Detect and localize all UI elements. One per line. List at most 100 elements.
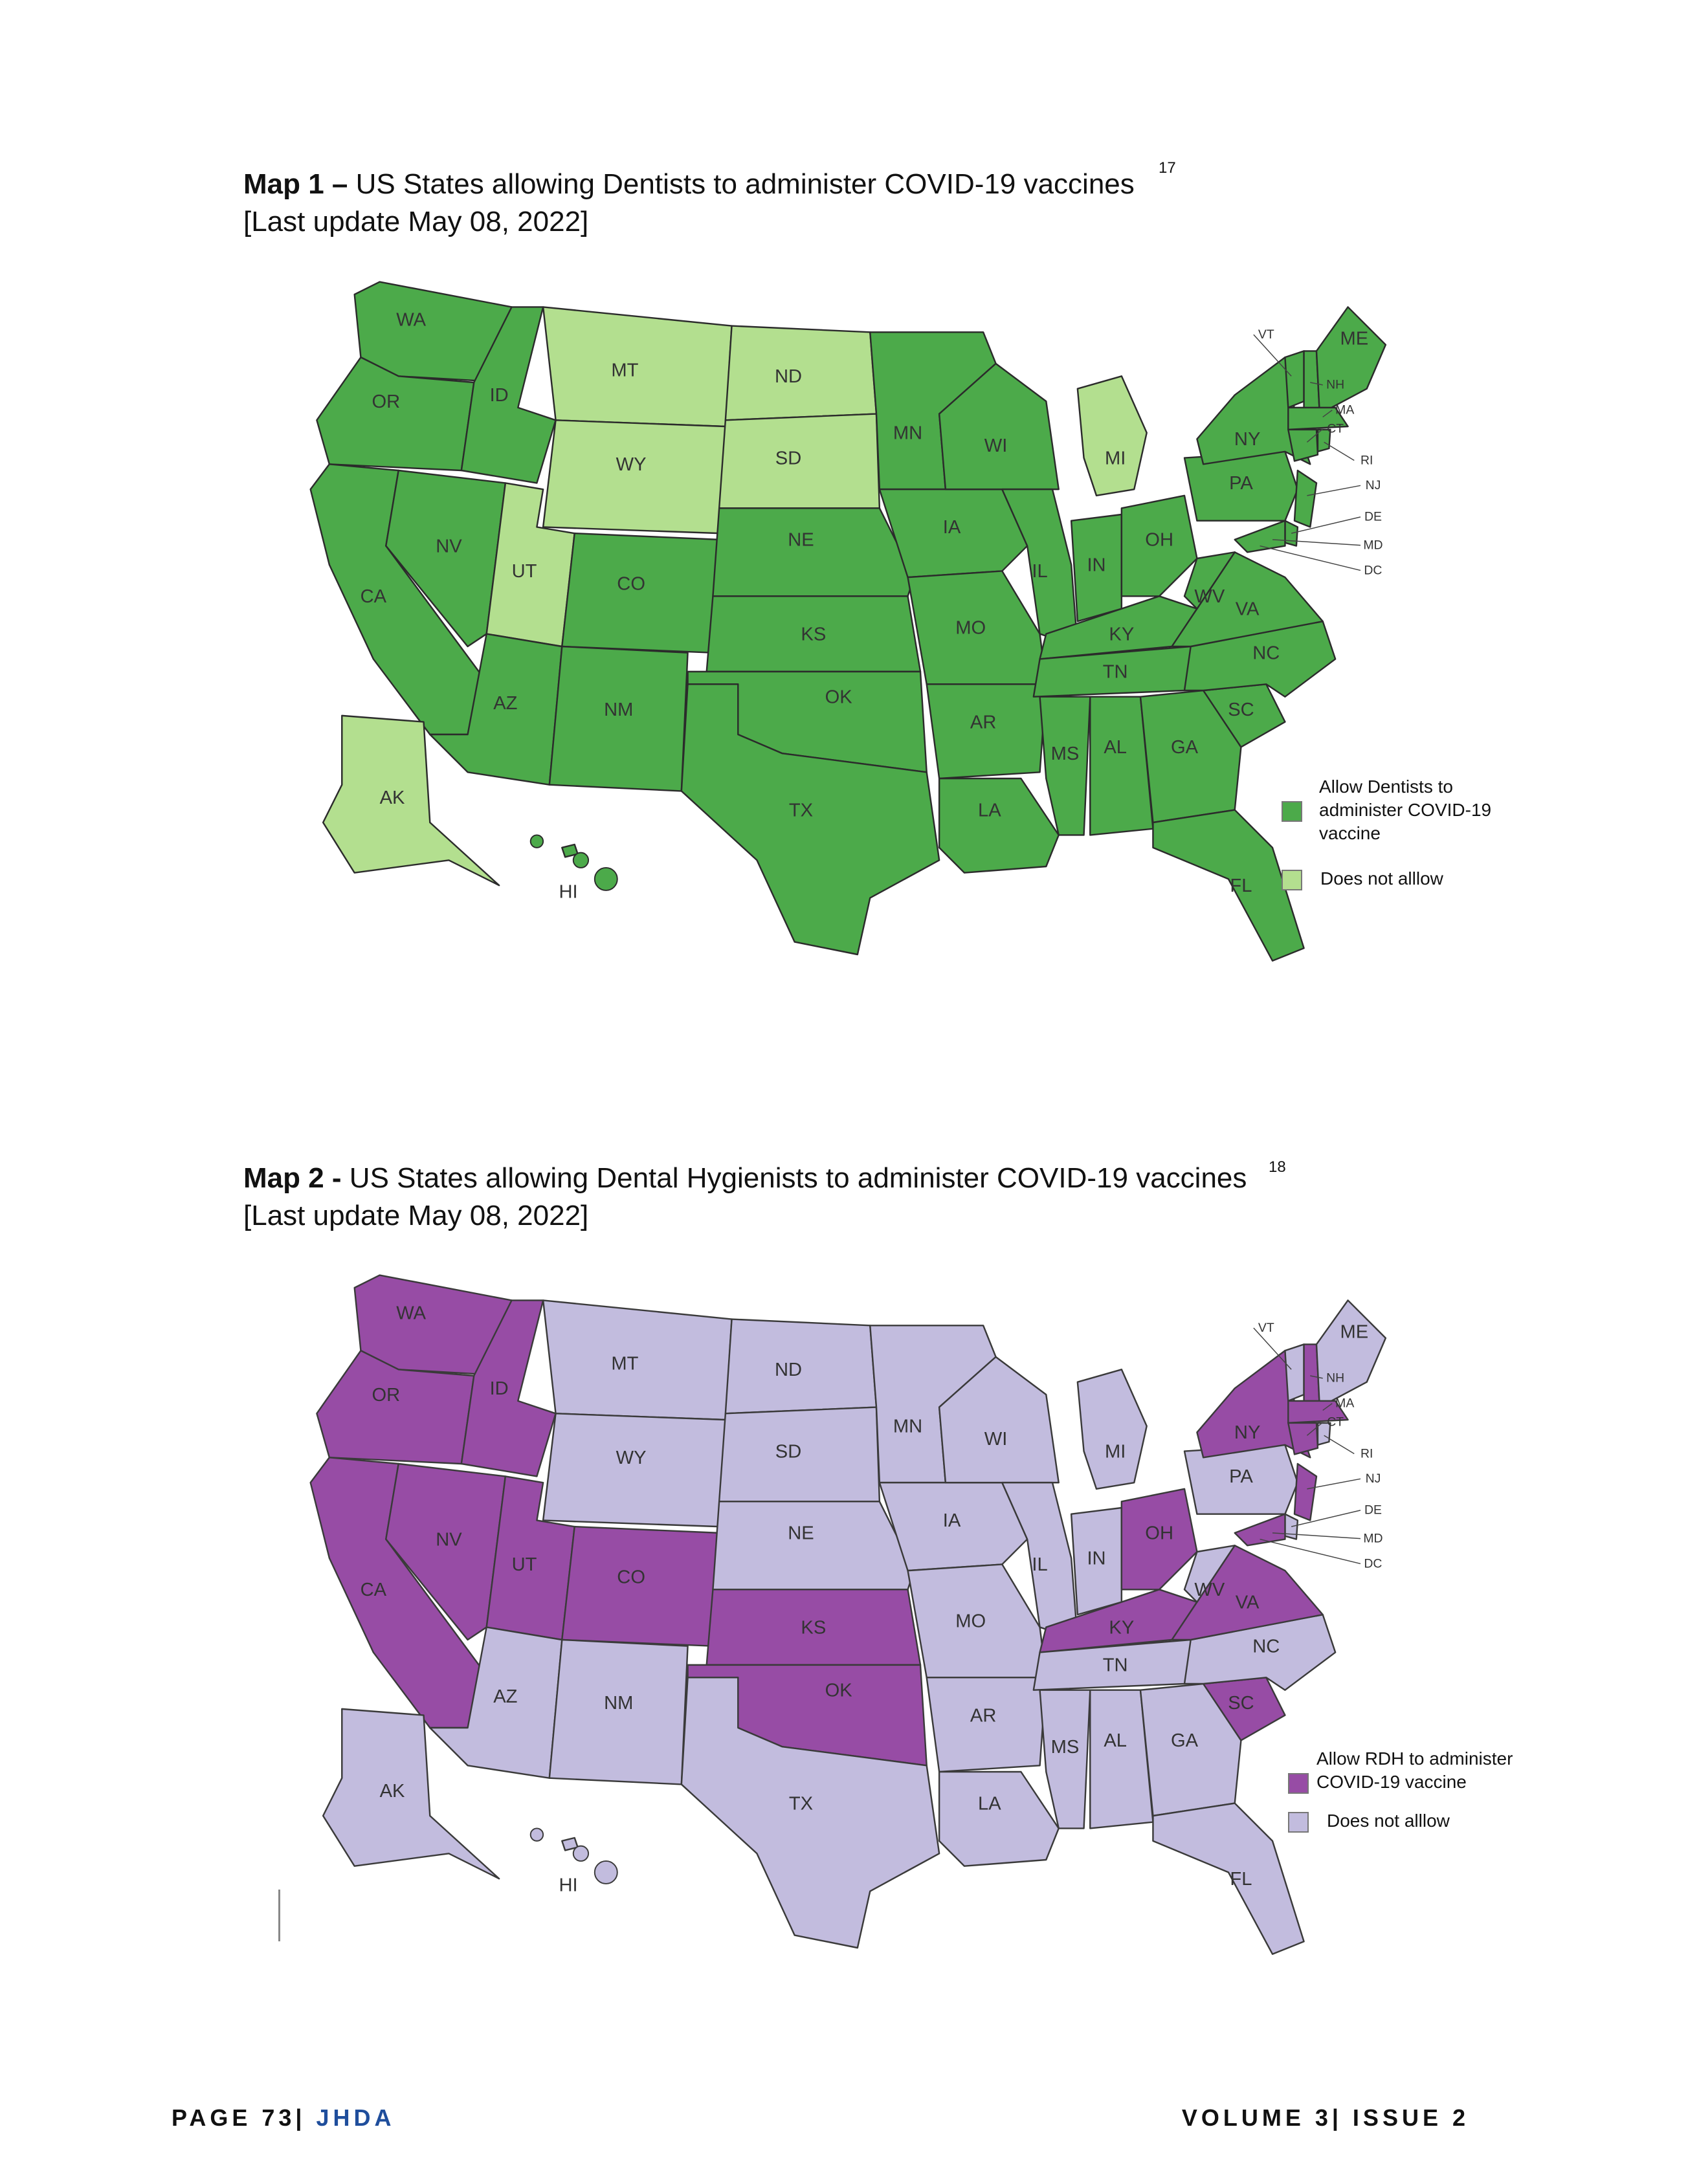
- footer-left: PAGE 73| JHDA: [172, 2104, 395, 2132]
- map1-label-fl: FL: [1230, 876, 1252, 896]
- map2-callout-nj: NJ: [1366, 1472, 1381, 1486]
- map2-callout-line-nh: [1310, 1375, 1323, 1379]
- map2-label-ut: UT: [512, 1554, 537, 1575]
- map1-label-mt: MT: [611, 360, 638, 381]
- map1-state-fl: [1152, 809, 1305, 962]
- map1-caption-text: US States allowing Dentists to administe…: [348, 168, 1135, 200]
- map2-label-ks: KS: [801, 1617, 826, 1638]
- map2-label-la: LA: [978, 1793, 1001, 1814]
- map2-label-tx: TX: [789, 1793, 813, 1814]
- map1-label-il: IL: [1032, 561, 1047, 582]
- map2-label-mn: MN: [893, 1416, 922, 1437]
- map1-label-ga: GA: [1171, 737, 1199, 758]
- map1-label-tx: TX: [789, 800, 813, 821]
- map2-label-ar: AR: [970, 1705, 996, 1726]
- map1-callout-ri: RI: [1360, 453, 1373, 467]
- map1-label-ut: UT: [512, 561, 537, 582]
- map2-label-oh: OH: [1145, 1523, 1173, 1544]
- map1-callout-line-vt: [1253, 334, 1292, 377]
- map1-callout-line-md: [1272, 539, 1361, 546]
- map1-label-nd: ND: [775, 366, 802, 387]
- map2-state-la: [938, 1770, 1060, 1867]
- map1-label-hi: HI: [559, 882, 577, 903]
- map2-callout-nh: NH: [1326, 1371, 1344, 1385]
- map1-state-ne: [712, 507, 915, 597]
- map1-callout-dc: DC: [1364, 563, 1382, 577]
- map2-callout-line-dc: [1260, 1538, 1361, 1565]
- map2-legend-allow-swatch: [1288, 1773, 1309, 1794]
- map2-label-nm: NM: [604, 1693, 633, 1714]
- map1-label-mo: MO: [955, 618, 986, 639]
- map1-label-ks: KS: [801, 624, 826, 645]
- map1-label-va: VA: [1236, 599, 1260, 619]
- margin-rule: [278, 1890, 280, 1941]
- map1-label-wy: WY: [616, 454, 647, 475]
- map1-legend-allow-label: Allow Dentists to administer COVID-19 va…: [1319, 777, 1492, 843]
- map2-state-ms: [1039, 1689, 1091, 1829]
- map1-state-nv: [385, 469, 507, 648]
- map1-label-ar: AR: [970, 712, 996, 733]
- map1-label-ok: OK: [825, 687, 853, 707]
- map1-callout-de: DE: [1364, 510, 1382, 524]
- map1-label-mn: MN: [893, 423, 922, 443]
- map1-hi-island-0: [529, 834, 544, 848]
- map2-state-tx: [680, 1677, 940, 1949]
- map2-callout-md: MD: [1363, 1531, 1383, 1545]
- map1-callout-vt: VT: [1258, 327, 1274, 342]
- map1-callout-line-de: [1291, 516, 1361, 534]
- map2-state-ne: [712, 1501, 915, 1591]
- map2-callout-ri: RI: [1360, 1446, 1373, 1461]
- map1-label-az: AZ: [493, 693, 517, 714]
- map2-callout-line-de: [1291, 1510, 1361, 1527]
- map2-callout-line-ri: [1324, 1435, 1355, 1455]
- map1-label-id: ID: [490, 385, 509, 406]
- map2-label-mt: MT: [611, 1353, 638, 1374]
- map1-callout-ma: MA: [1335, 403, 1354, 417]
- map2-state-mi: [1076, 1369, 1148, 1490]
- map2-us-map: WA OR ID MT ND SD WY NE NV UT CO CA AZ NM TX OK KS MN IA MO…: [304, 1265, 1405, 1970]
- map1-state-mi: [1076, 375, 1148, 497]
- map2-callout-line-vt: [1253, 1327, 1292, 1370]
- map1-state-nj: [1293, 469, 1318, 528]
- map2-callout-de: DE: [1364, 1503, 1382, 1517]
- map2-footnote: 18: [1269, 1158, 1286, 1176]
- map2-state-wi: [938, 1356, 1060, 1484]
- map2-label-id: ID: [490, 1378, 509, 1399]
- map2-label-pa: PA: [1229, 1466, 1253, 1487]
- map1-label-wa: WA: [396, 310, 426, 331]
- map1-callout-nj: NJ: [1366, 478, 1381, 492]
- footer-brand: JHDA: [316, 2104, 395, 2131]
- map2-label-il: IL: [1032, 1554, 1047, 1575]
- map1-label-sd: SD: [775, 448, 801, 469]
- map1-hi-island-1: [572, 852, 590, 868]
- map2-label-me: ME: [1340, 1322, 1368, 1343]
- map2-label-tn: TN: [1103, 1655, 1128, 1676]
- map1-footnote: 17: [1159, 159, 1176, 177]
- map2-state-ak: [322, 1708, 500, 1880]
- map1-state-id: [460, 306, 557, 484]
- map1-label-tn: TN: [1103, 662, 1128, 683]
- map2-caption-bold: Map 2 -: [243, 1162, 342, 1194]
- map1-caption-bold: Map 1 –: [243, 168, 348, 200]
- map2-label-ok: OK: [825, 1680, 853, 1701]
- map2-label-az: AZ: [493, 1686, 517, 1707]
- map1-state-ri: [1316, 428, 1331, 453]
- map2-caption: Map 2 - US States allowing Dental Hygien…: [243, 1160, 1247, 1235]
- map1-state-oh: [1120, 494, 1198, 597]
- map2-state-oh: [1120, 1488, 1198, 1591]
- footer-page: PAGE 73|: [172, 2104, 306, 2131]
- map2-hi-island-0: [529, 1827, 544, 1842]
- map2-label-wa: WA: [396, 1303, 426, 1324]
- map1-label-sc: SC: [1228, 700, 1254, 720]
- map2-label-ny: NY: [1234, 1422, 1260, 1443]
- map1-label-oh: OH: [1145, 530, 1173, 551]
- map1-label-ny: NY: [1234, 429, 1260, 450]
- map2-label-wv: WV: [1194, 1580, 1225, 1600]
- map2-legend-not-allow-label: Does not alllow: [1327, 1811, 1450, 1831]
- map1-state-md: [1234, 520, 1286, 553]
- map1-label-nv: NV: [436, 536, 462, 557]
- map1-hi-island-2: [594, 866, 618, 891]
- map2-state-wv: [1183, 1545, 1236, 1603]
- map2-legend-not-allow-swatch: [1288, 1812, 1309, 1833]
- map1-state-wi: [938, 362, 1060, 491]
